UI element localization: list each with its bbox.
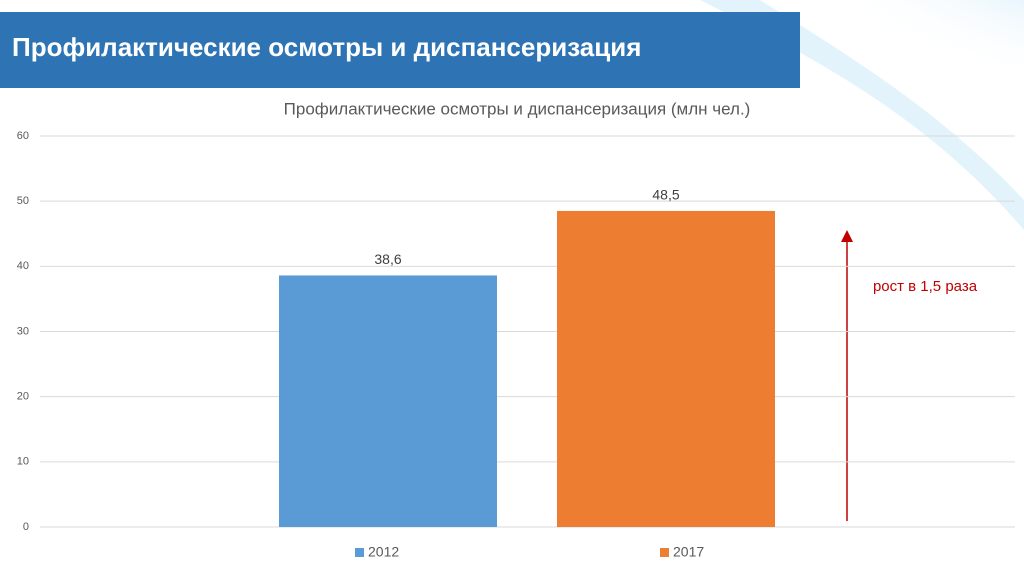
y-tick-label: 30 bbox=[17, 325, 29, 337]
chart-title: Профилактические осмотры и диспансеризац… bbox=[284, 99, 751, 118]
value-label: 38,6 bbox=[374, 251, 401, 267]
value-label: 48,5 bbox=[652, 187, 679, 203]
header-bar bbox=[0, 12, 800, 88]
bar bbox=[279, 275, 497, 527]
legend-swatch bbox=[355, 548, 364, 557]
y-tick-label: 60 bbox=[17, 130, 29, 142]
legend-swatch bbox=[660, 548, 669, 557]
legend-label: 2017 bbox=[673, 544, 704, 560]
y-tick-label: 20 bbox=[17, 391, 29, 403]
annotation: рост в 1,5 раза bbox=[873, 278, 978, 295]
y-tick-label: 50 bbox=[17, 195, 29, 207]
y-tick-label: 10 bbox=[17, 456, 29, 468]
y-tick-label: 0 bbox=[23, 521, 29, 533]
y-tick-label: 40 bbox=[17, 260, 29, 272]
bar bbox=[557, 210, 775, 528]
header-title: Профилактические осмотры и диспансеризац… bbox=[12, 32, 641, 62]
legend-label: 2012 bbox=[368, 544, 399, 560]
